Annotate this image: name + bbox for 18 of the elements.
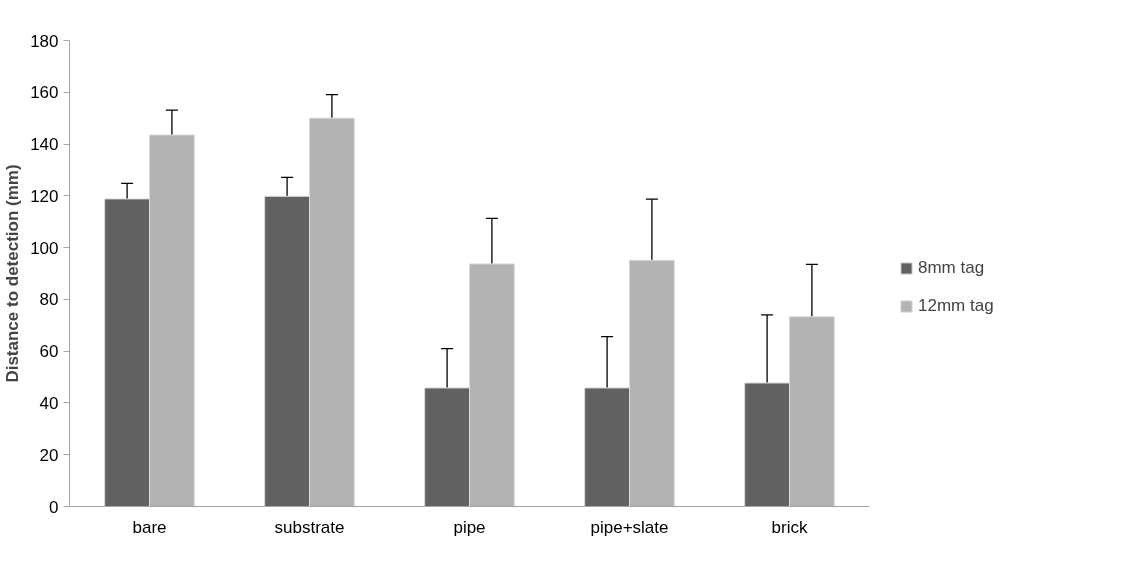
- x-tick-label: brick: [771, 517, 808, 537]
- y-tick-label: 40: [39, 393, 59, 413]
- y-tick-label: 100: [30, 238, 59, 258]
- legend-label: 12mm tag: [918, 296, 994, 316]
- y-tick-label: 0: [49, 497, 59, 517]
- y-tick-label: 20: [39, 445, 59, 465]
- y-tick-label: 120: [30, 186, 59, 206]
- x-tick-label: substrate: [274, 517, 345, 537]
- y-tick-label: 160: [30, 83, 59, 103]
- legend-label: 8mm tag: [918, 258, 985, 278]
- x-tick-label: pipe: [453, 517, 486, 537]
- y-tick-label: 80: [39, 290, 59, 310]
- x-tick-label: pipe+slate: [590, 517, 669, 537]
- x-tick-label: bare: [132, 517, 167, 537]
- y-tick-label: 140: [30, 135, 59, 155]
- y-axis-title: Distance to detection (mm): [3, 164, 23, 383]
- y-tick-label: 180: [30, 31, 59, 51]
- y-tick-label: 60: [39, 342, 59, 362]
